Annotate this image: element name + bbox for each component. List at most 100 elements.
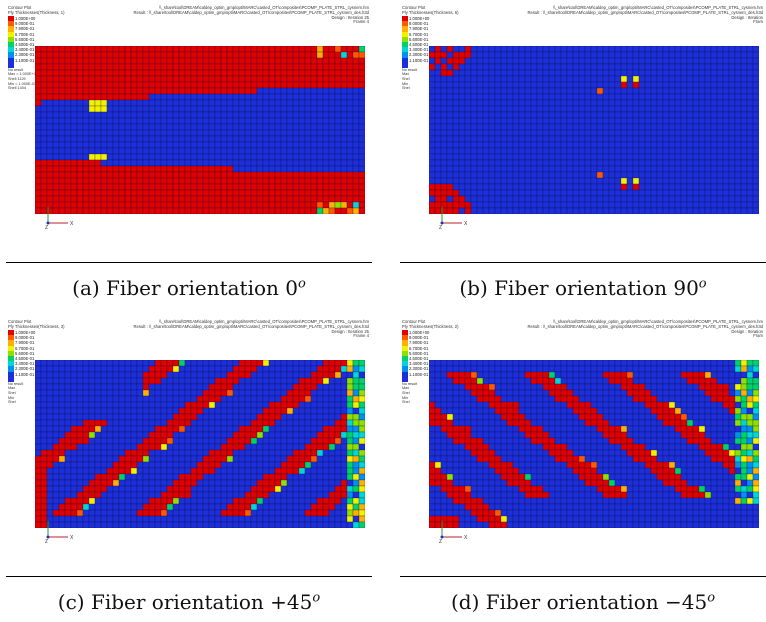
mesh-element bbox=[620, 63, 628, 71]
mesh-element bbox=[292, 431, 300, 439]
mesh-element bbox=[662, 129, 670, 137]
mesh-element bbox=[310, 99, 318, 107]
mesh-element bbox=[322, 473, 330, 481]
mesh-element bbox=[244, 413, 252, 421]
panel-d-header-right: \\_share\tool\DREAM\caldep_optim_gmp\opt… bbox=[528, 319, 763, 339]
mesh-element bbox=[310, 467, 318, 475]
mesh-element bbox=[716, 177, 724, 185]
mesh-element bbox=[429, 46, 436, 53]
mesh-element bbox=[214, 455, 222, 463]
mesh-element bbox=[316, 189, 324, 197]
mesh-element bbox=[250, 153, 258, 161]
mesh-element bbox=[578, 360, 586, 367]
mesh-element bbox=[124, 87, 132, 95]
header-line: Ply Thicknesses(Thickness, 2) bbox=[402, 323, 459, 329]
mesh-element bbox=[488, 105, 496, 113]
legend-entry: 2.300E-01 bbox=[402, 52, 432, 58]
mesh-element bbox=[244, 407, 252, 415]
mesh-element bbox=[70, 189, 78, 197]
mesh-element bbox=[58, 365, 66, 373]
mesh-element bbox=[752, 117, 759, 125]
mesh-element bbox=[100, 171, 108, 179]
mesh-element bbox=[590, 371, 598, 379]
mesh-element bbox=[214, 383, 222, 391]
mesh-element bbox=[698, 360, 706, 367]
mesh-element bbox=[40, 93, 48, 101]
mesh-element bbox=[40, 383, 48, 391]
mesh-element bbox=[752, 365, 759, 373]
mesh-element bbox=[112, 195, 120, 203]
mesh-element bbox=[704, 153, 712, 161]
mesh-element bbox=[52, 413, 60, 421]
mesh-element bbox=[220, 57, 228, 65]
mesh-element bbox=[752, 81, 759, 89]
mesh-element bbox=[704, 195, 712, 203]
mesh-element bbox=[470, 46, 478, 53]
mesh-element bbox=[106, 395, 114, 403]
mesh-element bbox=[178, 437, 186, 445]
mesh-element bbox=[220, 521, 228, 528]
mesh-element bbox=[76, 75, 84, 83]
mesh-element bbox=[334, 147, 342, 155]
mesh-element bbox=[464, 123, 472, 131]
mesh-element bbox=[196, 443, 204, 451]
mesh-element bbox=[232, 479, 240, 487]
mesh-element bbox=[536, 105, 544, 113]
mesh-element bbox=[142, 473, 150, 481]
mesh-element bbox=[274, 431, 282, 439]
mesh-element bbox=[52, 443, 60, 451]
mesh-element bbox=[518, 360, 526, 367]
mesh-element bbox=[608, 93, 616, 101]
mesh-element bbox=[722, 57, 730, 65]
mesh-element bbox=[686, 51, 694, 59]
mesh-element bbox=[304, 153, 312, 161]
mesh-element bbox=[692, 129, 700, 137]
mesh-element bbox=[710, 57, 718, 65]
mesh-element bbox=[704, 69, 712, 77]
mesh-element bbox=[40, 437, 48, 445]
mesh-element bbox=[250, 165, 258, 173]
mesh-element bbox=[674, 57, 682, 65]
mesh-element bbox=[196, 183, 204, 191]
legend-swatch bbox=[402, 26, 408, 32]
mesh-element bbox=[35, 141, 42, 149]
mesh-element bbox=[596, 75, 604, 83]
mesh-element bbox=[524, 207, 532, 214]
mesh-element bbox=[118, 521, 126, 528]
mesh-element bbox=[154, 99, 162, 107]
mesh-element bbox=[142, 195, 150, 203]
mesh-element bbox=[106, 183, 114, 191]
mesh-element bbox=[124, 413, 132, 421]
mesh-element bbox=[452, 147, 460, 155]
mesh-element bbox=[746, 63, 754, 71]
mesh-element bbox=[214, 503, 222, 511]
mesh-element bbox=[440, 371, 448, 379]
mesh-element bbox=[172, 431, 180, 439]
mesh-element bbox=[530, 371, 538, 379]
mesh-element bbox=[160, 111, 168, 119]
mesh-element bbox=[668, 159, 676, 167]
mesh-element bbox=[76, 165, 84, 173]
mesh-element bbox=[136, 407, 144, 415]
mesh-element bbox=[590, 63, 598, 71]
header-line: Ply Thicknesses(Thickness, 3) bbox=[8, 323, 65, 329]
mesh-element bbox=[298, 383, 306, 391]
mesh-element bbox=[554, 105, 562, 113]
mesh-element bbox=[238, 371, 246, 379]
mesh-element bbox=[722, 111, 730, 119]
mesh-element bbox=[334, 105, 342, 113]
mesh-element bbox=[292, 195, 300, 203]
mesh-element bbox=[166, 105, 174, 113]
mesh-element bbox=[656, 111, 664, 119]
mesh-element bbox=[596, 46, 604, 53]
mesh-element bbox=[698, 87, 706, 95]
mesh-element bbox=[512, 189, 520, 197]
mesh-element bbox=[220, 165, 228, 173]
mesh-element bbox=[668, 93, 676, 101]
mesh-element bbox=[106, 189, 114, 197]
mesh-element bbox=[35, 503, 42, 511]
mesh-element bbox=[626, 99, 634, 107]
mesh-element bbox=[322, 365, 330, 373]
mesh-element bbox=[680, 129, 688, 137]
mesh-element bbox=[316, 413, 324, 421]
